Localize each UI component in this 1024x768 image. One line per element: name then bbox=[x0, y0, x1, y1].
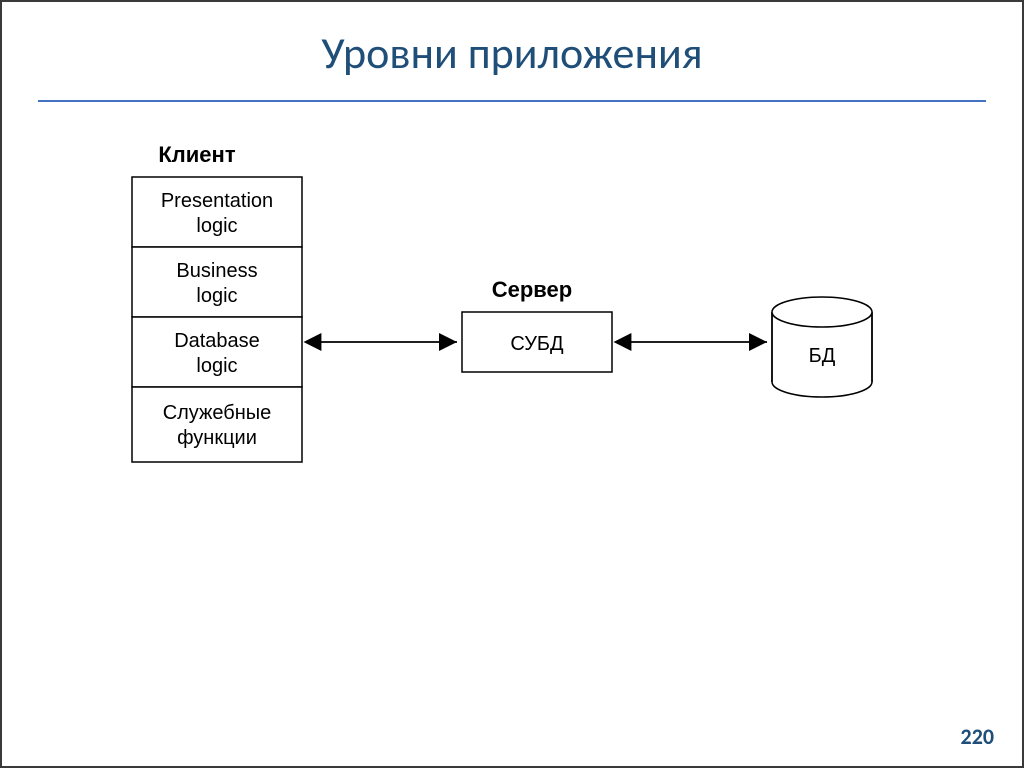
client-cell-business-l1: Business bbox=[176, 260, 257, 282]
client-cell-presentation-l1: Presentation bbox=[161, 190, 273, 212]
client-cell-database-l1: Database bbox=[174, 330, 260, 352]
client-cell-service-l2: функции bbox=[177, 427, 257, 449]
client-cell-database-l2: logic bbox=[196, 355, 237, 377]
client-cell-presentation-l2: logic bbox=[196, 215, 237, 237]
title-underline bbox=[38, 100, 986, 102]
client-cell-service-l1: Служебные bbox=[163, 402, 272, 424]
page-number: 220 bbox=[961, 723, 994, 750]
server-label: Сервер bbox=[492, 277, 572, 302]
server-text: СУБД bbox=[510, 333, 564, 355]
client-label: Клиент bbox=[158, 142, 235, 167]
client-stack: Presentation logic Business logic Databa… bbox=[132, 177, 302, 462]
slide-frame: Уровни приложения Клиент Presentation lo… bbox=[0, 0, 1024, 768]
slide-title: Уровни приложения bbox=[2, 26, 1022, 80]
client-cell-business-l2: logic bbox=[196, 285, 237, 307]
client-cell-service bbox=[132, 387, 302, 462]
architecture-diagram: Клиент Presentation logic Business logic… bbox=[32, 122, 992, 682]
db-text: БД bbox=[809, 345, 836, 367]
